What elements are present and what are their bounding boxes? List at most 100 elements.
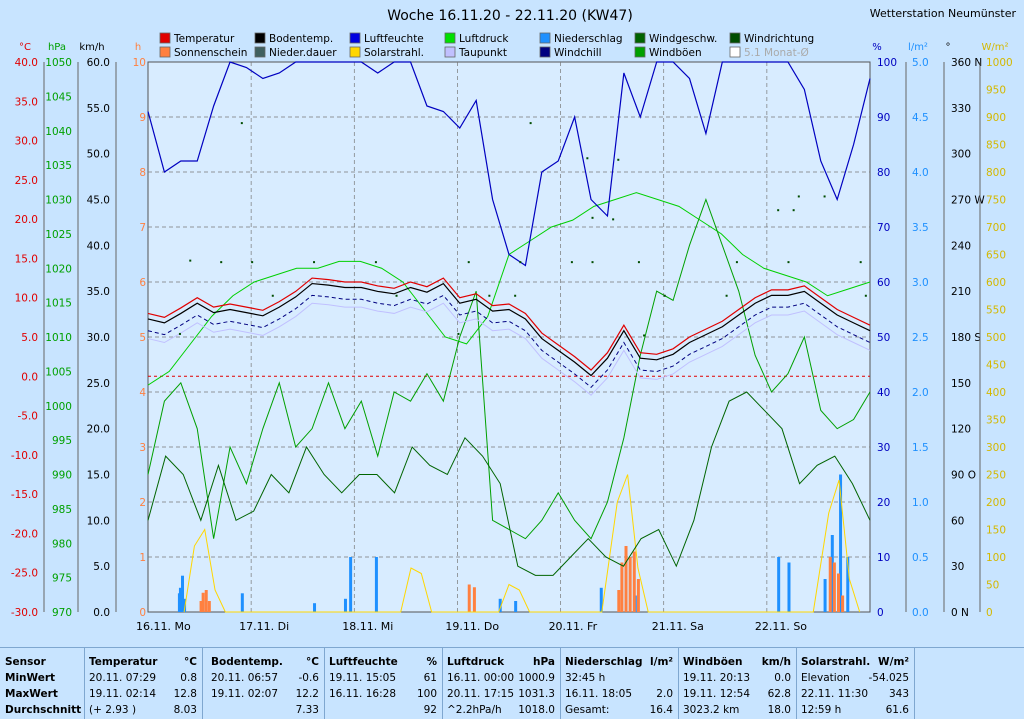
rain-axis-tick: 0.0 (912, 607, 929, 619)
sun-bar (467, 584, 471, 612)
dir-axis-tick: 120 (951, 424, 971, 436)
pressure-axis-tick: 975 (52, 573, 72, 585)
winddir-dot (617, 158, 620, 161)
dir-axis-tick: 30 (951, 561, 964, 573)
rain-bar (498, 598, 502, 612)
temp-axis-tick: 5.0 (21, 332, 38, 344)
solar-axis-tick: 700 (986, 222, 1006, 234)
solar-axis-tick: 350 (986, 415, 1006, 427)
humidity-line (147, 61, 871, 267)
row-max-label: MaxWert (5, 688, 58, 700)
rain-bar (374, 557, 378, 612)
legend: Temperatur Bodentemp. Luftfeuchte Luftdruck… (159, 32, 814, 59)
rain-bar (846, 557, 850, 612)
sun-axis-tick: 10 (133, 57, 146, 69)
sun-axis-tick: 8 (139, 167, 146, 179)
rain-bar (823, 579, 827, 612)
sun-bar (199, 601, 203, 612)
temp-axis-tick: -10.0 (11, 450, 38, 462)
col-niederschlag: Niederschlag l/m² 32:45 h 16.11. 18:05 2.0 Ge… (560, 648, 679, 719)
temp-axis-tick: 25.0 (15, 175, 38, 187)
humidity-axis-tick: 70 (877, 222, 890, 234)
pressure-axis-tick: 980 (52, 538, 72, 550)
day-label: 20.11. Fr (549, 620, 598, 633)
winddir-dot (178, 332, 181, 335)
temp-axis-tick: -15.0 (11, 489, 38, 501)
legend-swatch (159, 32, 171, 44)
chart-title: Woche 16.11.20 - 22.11.20 (KW47) (387, 8, 633, 24)
sun-axis-unit: h (135, 42, 141, 53)
bodentemp-row-0-label: 20.11. 06:57 (211, 672, 278, 684)
rain-axis-tick: 4.5 (912, 112, 929, 124)
rain-axis-tick: 3.0 (912, 277, 929, 289)
legend-swatch (444, 32, 456, 44)
solar-axis-tick: 50 (986, 580, 999, 592)
winddir-dot (797, 195, 800, 198)
windchill-line (147, 294, 871, 388)
wind-axis-tick: 50.0 (87, 149, 110, 161)
solarstrahl-row-0-value: -54.025 (868, 672, 909, 684)
windspeed-line (147, 391, 871, 576)
solar-axis-tick: 800 (986, 167, 1006, 179)
temperatur-row-0-value: 0.8 (180, 672, 197, 684)
sensor-header: Sensor (5, 656, 46, 668)
pressure-axis-tick: 1020 (45, 263, 72, 275)
pressure-axis-unit: hPa (48, 42, 66, 53)
sun-axis-tick: 4 (139, 387, 146, 399)
dir-axis-unit: ° (946, 42, 951, 53)
temperatur-header: Temperatur (89, 656, 158, 668)
legend-swatch (539, 46, 551, 58)
solar-axis-unit: W/m² (981, 42, 1008, 53)
niederschlag-header: Niederschlag (565, 656, 643, 668)
legend-label: Luftdruck (459, 33, 509, 45)
rain-axis-tick: 2.0 (912, 387, 929, 399)
winddir-dot (220, 261, 223, 264)
wind-axis-tick: 55.0 (87, 103, 110, 115)
wind-axis-tick: 15.0 (87, 470, 110, 482)
winddir-dot (637, 261, 640, 264)
windboeen-row-1-label: 19.11. 12:54 (683, 688, 750, 700)
winddir-dot (251, 261, 254, 264)
winddir-dot (240, 122, 243, 125)
temp-axis-tick: 40.0 (15, 57, 38, 69)
humidity-axis-tick: 60 (877, 277, 890, 289)
niederschlag-row-1-value: 2.0 (656, 688, 673, 700)
winddir-dot (591, 261, 594, 264)
col-solarstrahl: Solarstrahl. W/m² Elevation -54.025 22.11. 1… (796, 648, 915, 719)
pressure-axis-tick: 990 (52, 470, 72, 482)
solarstrahl-row-2-label: 12:59 h (801, 704, 842, 716)
winddir-dot (514, 294, 517, 297)
pressure-axis-tick: 1040 (45, 126, 72, 138)
rain-bar (181, 587, 185, 612)
chart-marks (147, 61, 871, 613)
luftdruck-row-1-value: 1031.3 (518, 688, 555, 700)
sun-axis-tick: 6 (139, 277, 146, 289)
rain-bar (777, 557, 781, 612)
niederschlag-unit: l/m² (650, 656, 673, 668)
luftfeuchte-header: Luftfeuchte (329, 656, 398, 668)
axes: °C40.035.030.025.020.015.010.05.00.0-5.0… (11, 42, 1013, 633)
luftdruck-header: Luftdruck (447, 656, 505, 668)
luftdruck-row-0-value: 1000.9 (518, 672, 555, 684)
dir-axis-tick: 60 (951, 515, 964, 527)
windgust-line (147, 198, 871, 540)
pressure-axis-tick: 995 (52, 435, 72, 447)
solar-axis-tick: 550 (986, 305, 1006, 317)
sun-bar (828, 557, 832, 612)
solar-axis-tick: 0 (986, 607, 993, 619)
luftfeuchte-row-1-label: 16.11. 16:28 (329, 688, 396, 700)
temperatur-row-1-label: 19.11. 02:14 (89, 688, 156, 700)
sun-bar (832, 562, 836, 612)
legend-label: Bodentemp. (269, 33, 333, 45)
rain-bar (787, 562, 791, 612)
windboeen-header: Windböen (683, 656, 743, 668)
dir-axis-tick: 180 S (951, 332, 981, 344)
pressure-axis-tick: 985 (52, 504, 72, 516)
solar-axis-tick: 500 (986, 332, 1006, 344)
solarstrahl-row-0-label: Elevation (801, 672, 850, 684)
bodentemp-header: Bodentemp. (211, 656, 283, 668)
humidity-axis-tick: 90 (877, 112, 890, 124)
niederschlag-row-2-label: Gesamt: (565, 704, 610, 716)
legend-swatch (349, 46, 361, 58)
pressure-axis-tick: 1000 (45, 401, 72, 413)
